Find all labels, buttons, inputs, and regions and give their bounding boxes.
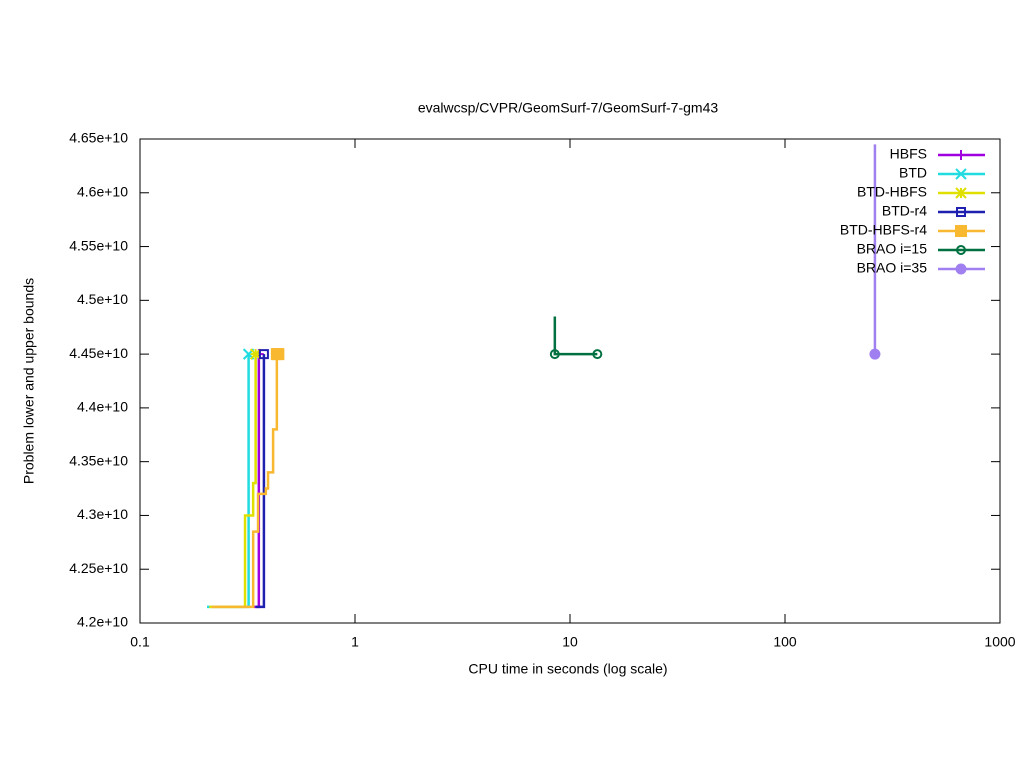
point-marker (549, 349, 560, 360)
marker-shape (869, 348, 881, 360)
y-axis-label: Problem lower and upper bounds (21, 278, 37, 484)
marker-stroke (955, 168, 967, 180)
legend-label: HBFS (890, 146, 927, 162)
legend-label: BRAO i=15 (857, 241, 928, 257)
point-marker (956, 150, 966, 160)
legend-label: BTD-HBFS-r4 (840, 222, 927, 238)
x-tick-label: 10 (562, 634, 578, 650)
y-tick-label: 4.5e+10 (77, 291, 128, 307)
legend-label: BTD-HBFS (857, 184, 927, 200)
y-tick-label: 4.25e+10 (69, 560, 128, 576)
marker-shape (258, 349, 269, 360)
marker-shape (955, 263, 967, 275)
legend-label: BTD-r4 (882, 203, 927, 219)
y-tick-label: 4.3e+10 (77, 506, 128, 522)
marker-shape (549, 349, 560, 360)
point-marker (955, 187, 967, 199)
legend-label: BRAO i=35 (857, 260, 928, 276)
series-line (211, 352, 279, 609)
point-marker (869, 348, 881, 360)
y-tick-label: 4.65e+10 (69, 130, 128, 146)
x-tick-label: 1000 (984, 634, 1015, 650)
point-marker (955, 225, 967, 237)
x-axis-label: CPU time in seconds (log scale) (468, 661, 667, 677)
x-tick-label: 100 (773, 634, 797, 650)
point-marker (955, 263, 967, 275)
marker-shape (592, 349, 603, 360)
point-marker (592, 349, 603, 360)
series-line (553, 316, 598, 356)
point-marker (258, 349, 269, 360)
chart-title: evalwcsp/CVPR/GeomSurf-7/GeomSurf-7-gm43 (418, 100, 719, 116)
legend-label: BTD (899, 165, 927, 181)
plot-border (139, 138, 1001, 624)
x-tick-label: 0.1 (130, 634, 150, 650)
y-tick-label: 4.6e+10 (77, 183, 128, 199)
marker-shape (956, 245, 966, 255)
y-tick-label: 4.4e+10 (77, 399, 128, 415)
point-marker (272, 348, 285, 361)
point-marker (956, 245, 966, 255)
y-tick-label: 4.55e+10 (69, 237, 128, 253)
marker-shape (272, 348, 285, 361)
y-tick-label: 4.2e+10 (77, 614, 128, 630)
series-line (255, 354, 266, 609)
series-line (207, 354, 250, 609)
point-marker (955, 168, 967, 180)
point-marker (956, 207, 966, 217)
y-tick-label: 4.45e+10 (69, 345, 128, 361)
y-tick-label: 4.35e+10 (69, 452, 128, 468)
marker-stroke (955, 187, 967, 199)
x-tick-label: 1 (351, 634, 359, 650)
marker-shape (955, 225, 967, 237)
marker-shape (956, 207, 966, 217)
